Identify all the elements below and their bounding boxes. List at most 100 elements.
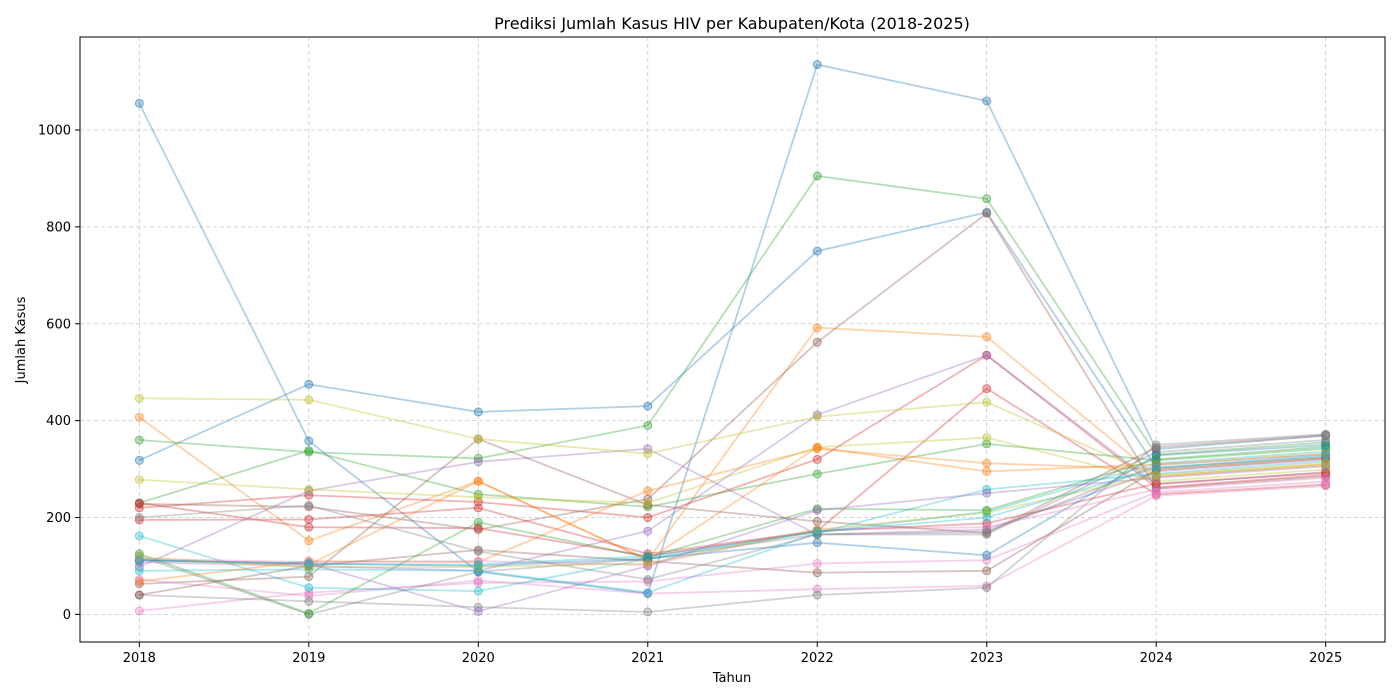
data-point xyxy=(643,559,653,569)
data-point xyxy=(812,171,822,181)
series xyxy=(134,171,1331,463)
data-point xyxy=(982,439,992,449)
data-point xyxy=(643,549,653,559)
data-point xyxy=(304,484,314,494)
data-point xyxy=(134,393,144,403)
data-point xyxy=(473,559,483,569)
y-tick-label: 600 xyxy=(46,317,71,332)
series-line xyxy=(139,175,1326,460)
data-point xyxy=(812,590,822,600)
data-point xyxy=(134,555,144,565)
data-point xyxy=(982,458,992,468)
data-point xyxy=(473,453,483,463)
data-point xyxy=(812,454,822,464)
series-line xyxy=(139,462,1326,569)
data-point xyxy=(1321,458,1331,468)
x-axis-ticks: 2018 2019 2020 2021 2022 2023 2024 2025 xyxy=(123,642,1342,666)
series xyxy=(134,481,1331,601)
series-line xyxy=(139,397,1326,478)
grid-lines xyxy=(80,37,1385,642)
data-point xyxy=(304,500,314,510)
data-point xyxy=(812,529,822,539)
data-point xyxy=(134,531,144,541)
series xyxy=(134,207,1331,473)
data-point xyxy=(473,606,483,616)
data-point xyxy=(304,588,314,598)
data-point xyxy=(982,513,992,523)
x-tick-label: 2022 xyxy=(801,651,834,666)
chart-title: Prediksi Jumlah Kasus HIV per Kabupaten/… xyxy=(494,14,970,33)
data-point xyxy=(643,420,653,430)
y-tick-label: 1000 xyxy=(38,124,71,139)
series-lines xyxy=(134,60,1331,619)
data-point xyxy=(982,466,992,476)
series-line xyxy=(138,447,1326,568)
data-point xyxy=(1151,451,1161,461)
data-point xyxy=(643,513,653,523)
series-line xyxy=(139,436,1326,504)
plot-area-frame xyxy=(79,36,1386,643)
data-point xyxy=(643,444,653,454)
data-point xyxy=(473,434,483,444)
data-point xyxy=(134,576,144,586)
series xyxy=(134,450,1331,585)
y-axis-ticks: 0 200 400 600 800 1000 xyxy=(38,124,80,623)
series-line xyxy=(139,354,1326,572)
series xyxy=(134,442,1331,569)
data-point xyxy=(473,476,483,486)
data-point xyxy=(643,554,653,564)
data-point xyxy=(473,523,483,533)
series-line xyxy=(139,443,1326,567)
data-point xyxy=(982,488,992,498)
x-tick-label: 2024 xyxy=(1140,651,1173,666)
data-point xyxy=(134,549,144,559)
data-point xyxy=(982,505,992,515)
data-point xyxy=(473,492,483,502)
data-point xyxy=(812,538,822,548)
data-point xyxy=(982,397,992,407)
data-point xyxy=(304,536,314,546)
data-point xyxy=(1321,468,1331,478)
data-point xyxy=(134,98,144,108)
x-axis-label: Tahun xyxy=(712,671,751,686)
data-point xyxy=(982,433,992,443)
data-point xyxy=(473,407,483,417)
data-point xyxy=(982,194,992,204)
data-point xyxy=(812,559,822,569)
series-line xyxy=(139,457,1326,596)
data-point xyxy=(473,586,483,596)
data-point xyxy=(304,596,314,606)
data-point xyxy=(304,572,314,582)
series-line xyxy=(138,63,1326,595)
data-point xyxy=(134,435,144,445)
series xyxy=(134,458,1331,572)
data-point xyxy=(1151,460,1161,470)
data-point xyxy=(304,559,314,569)
data-point xyxy=(982,583,992,593)
data-point xyxy=(643,588,653,598)
series xyxy=(134,477,1331,616)
series-line xyxy=(139,439,1326,616)
data-point xyxy=(982,527,992,537)
data-point xyxy=(812,323,822,333)
data-point xyxy=(134,566,144,576)
y-tick-label: 0 xyxy=(63,608,71,623)
data-point xyxy=(1151,491,1161,501)
data-point xyxy=(304,446,314,456)
data-point xyxy=(812,505,822,515)
series-line xyxy=(139,434,1326,585)
data-point xyxy=(982,555,992,565)
data-point xyxy=(1151,440,1161,450)
data-point xyxy=(473,562,483,572)
y-axis-label: Jumlah Kasus xyxy=(14,296,29,384)
series-line xyxy=(139,450,1326,593)
data-point xyxy=(643,498,653,508)
x-tick-label: 2021 xyxy=(631,651,664,666)
data-point xyxy=(1321,473,1331,483)
data-point xyxy=(473,575,483,585)
x-tick-label: 2019 xyxy=(292,651,325,666)
data-point xyxy=(982,350,992,360)
x-tick-label: 2023 xyxy=(970,651,1003,666)
data-point xyxy=(982,384,992,394)
data-point xyxy=(812,60,822,70)
